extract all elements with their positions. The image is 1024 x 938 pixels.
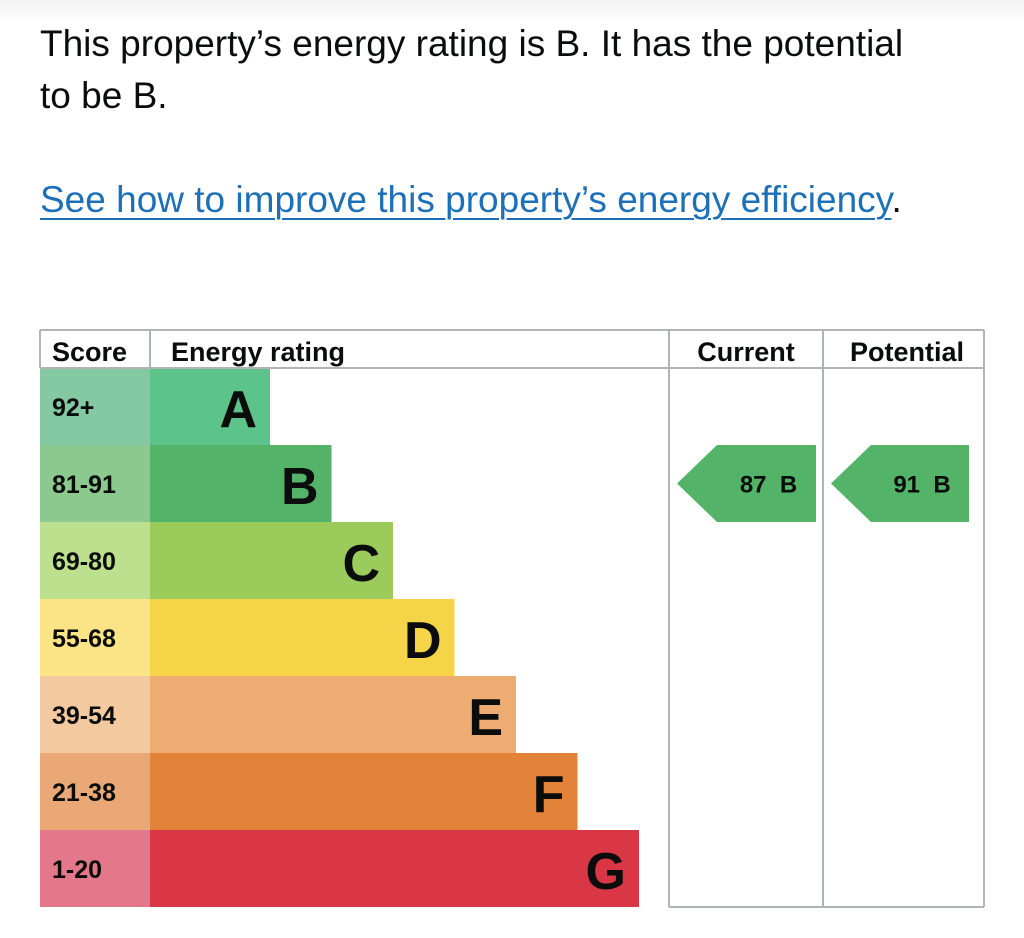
rating-bands: 92+ A 81-91 B 69-80 C 55-68 D 39-54 E 21-38 F 1-20 G: [40, 368, 639, 907]
header-energy-rating: Energy rating: [171, 337, 345, 367]
rating-bar-e: [150, 676, 516, 753]
score-label: 92+: [52, 394, 94, 422]
score-cell: [40, 753, 150, 830]
rating-letter: G: [586, 843, 626, 901]
rating-bar-f: [150, 753, 578, 830]
energy-summary-text: This property’s energy rating is B. It h…: [40, 23, 904, 116]
rating-letter: B: [281, 458, 319, 516]
rating-bar-c: [150, 522, 393, 599]
header-potential: Potential: [850, 337, 964, 367]
header-score: Score: [52, 337, 127, 367]
rating-letter: D: [404, 612, 442, 670]
score-label: 81-91: [52, 471, 116, 499]
improve-paragraph: See how to improve this property’s energ…: [40, 174, 940, 226]
score-cell: [40, 522, 150, 599]
current-arrow: [677, 445, 816, 522]
improve-energy-link[interactable]: See how to improve this property’s energ…: [40, 179, 892, 220]
score-label: 39-54: [52, 702, 116, 730]
rating-bar-g: [150, 830, 639, 907]
rating-letter: C: [342, 535, 380, 593]
header-current: Current: [697, 337, 795, 367]
score-label: 21-38: [52, 779, 116, 807]
rating-bar-b: [150, 445, 332, 522]
score-cell: [40, 676, 150, 753]
score-cell: [40, 599, 150, 676]
score-cell: [40, 445, 150, 522]
rating-bar-a: [150, 368, 270, 445]
top-shadow: [0, 0, 1024, 24]
rating-letter: E: [468, 689, 503, 747]
score-label: 55-68: [52, 625, 116, 653]
score-cell: [40, 368, 150, 445]
score-cell: [40, 830, 150, 907]
improve-trailing: .: [891, 179, 902, 220]
score-label: 1-20: [52, 856, 102, 884]
rating-bar-d: [150, 599, 455, 676]
current-rating-label: 87 B: [740, 472, 797, 499]
rating-arrows: 87 B 91 B: [677, 445, 969, 522]
potential-rating-label: 91 B: [893, 472, 950, 499]
rating-letter: F: [533, 766, 565, 824]
potential-arrow: [831, 445, 969, 522]
table-grid: [39, 329, 985, 908]
rating-letter: A: [219, 381, 257, 439]
score-label: 69-80: [52, 548, 116, 576]
